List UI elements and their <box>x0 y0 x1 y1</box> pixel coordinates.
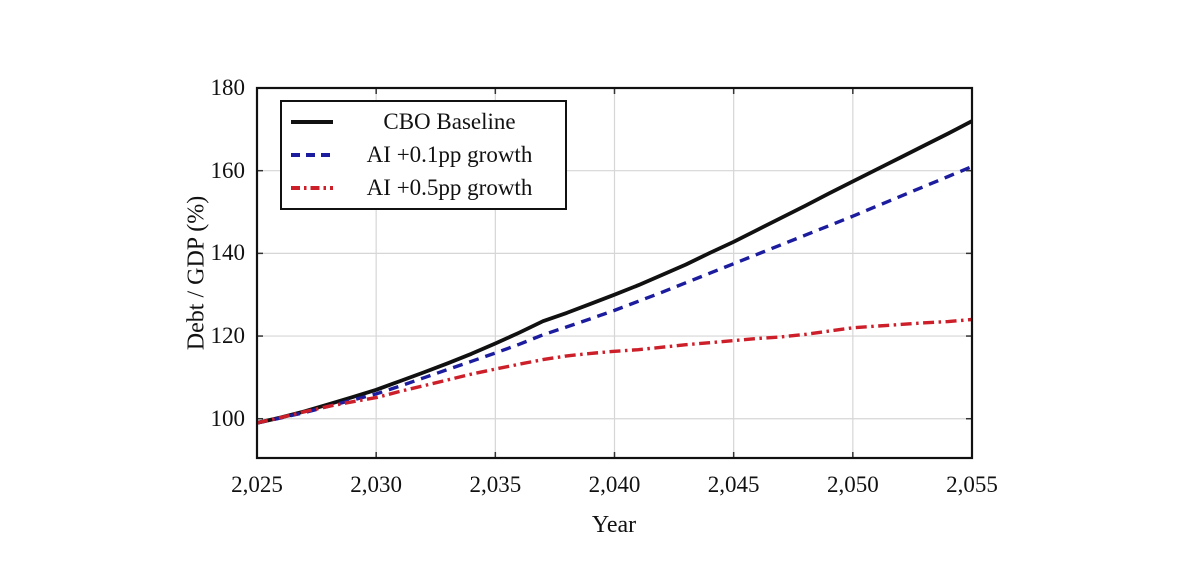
plot-frame <box>255 86 974 460</box>
legend: CBO Baseline AI +0.1pp growth AI +0.5pp … <box>280 100 567 210</box>
legend-line-sample-dashed <box>291 153 333 157</box>
series-line-cbo-baseline <box>256 119 973 425</box>
x-tick-label: 2,055 <box>946 472 998 497</box>
x-tick-label: 2,035 <box>469 472 522 497</box>
legend-label: AI +0.1pp growth <box>366 142 533 167</box>
legend-item-cbo-baseline: CBO Baseline <box>288 106 559 139</box>
y-tick-label: 160 <box>210 157 246 183</box>
y-tick-label: 120 <box>210 323 246 349</box>
x-tick-label: 2,050 <box>826 472 879 497</box>
legend-item-ai-05pp: AI +0.5pp growth <box>288 171 559 204</box>
y-axis-title: Debt / GDP (%) <box>183 195 210 351</box>
legend-item-ai-01pp: AI +0.1pp growth <box>288 139 559 172</box>
series-line-ai-0-1pp-growth <box>256 164 973 425</box>
x-axis-title: Year <box>591 512 637 538</box>
x-tick-label: 2,030 <box>350 472 403 497</box>
y-tick-label: 180 <box>210 75 246 100</box>
x-tick-label: 2,040 <box>588 472 641 497</box>
y-tick-label: 140 <box>210 240 246 266</box>
legend-line-sample-dashdot <box>291 185 333 190</box>
series-line-ai-0-5pp-growth <box>256 317 973 425</box>
x-tick-label: 2,045 <box>707 472 760 497</box>
x-tick-label: 2,025 <box>231 472 283 497</box>
legend-label: CBO Baseline <box>383 109 516 135</box>
legend-line-sample-solid <box>291 120 333 125</box>
y-tick-label: 100 <box>210 405 246 431</box>
legend-label: AI +0.5pp growth <box>366 174 533 200</box>
